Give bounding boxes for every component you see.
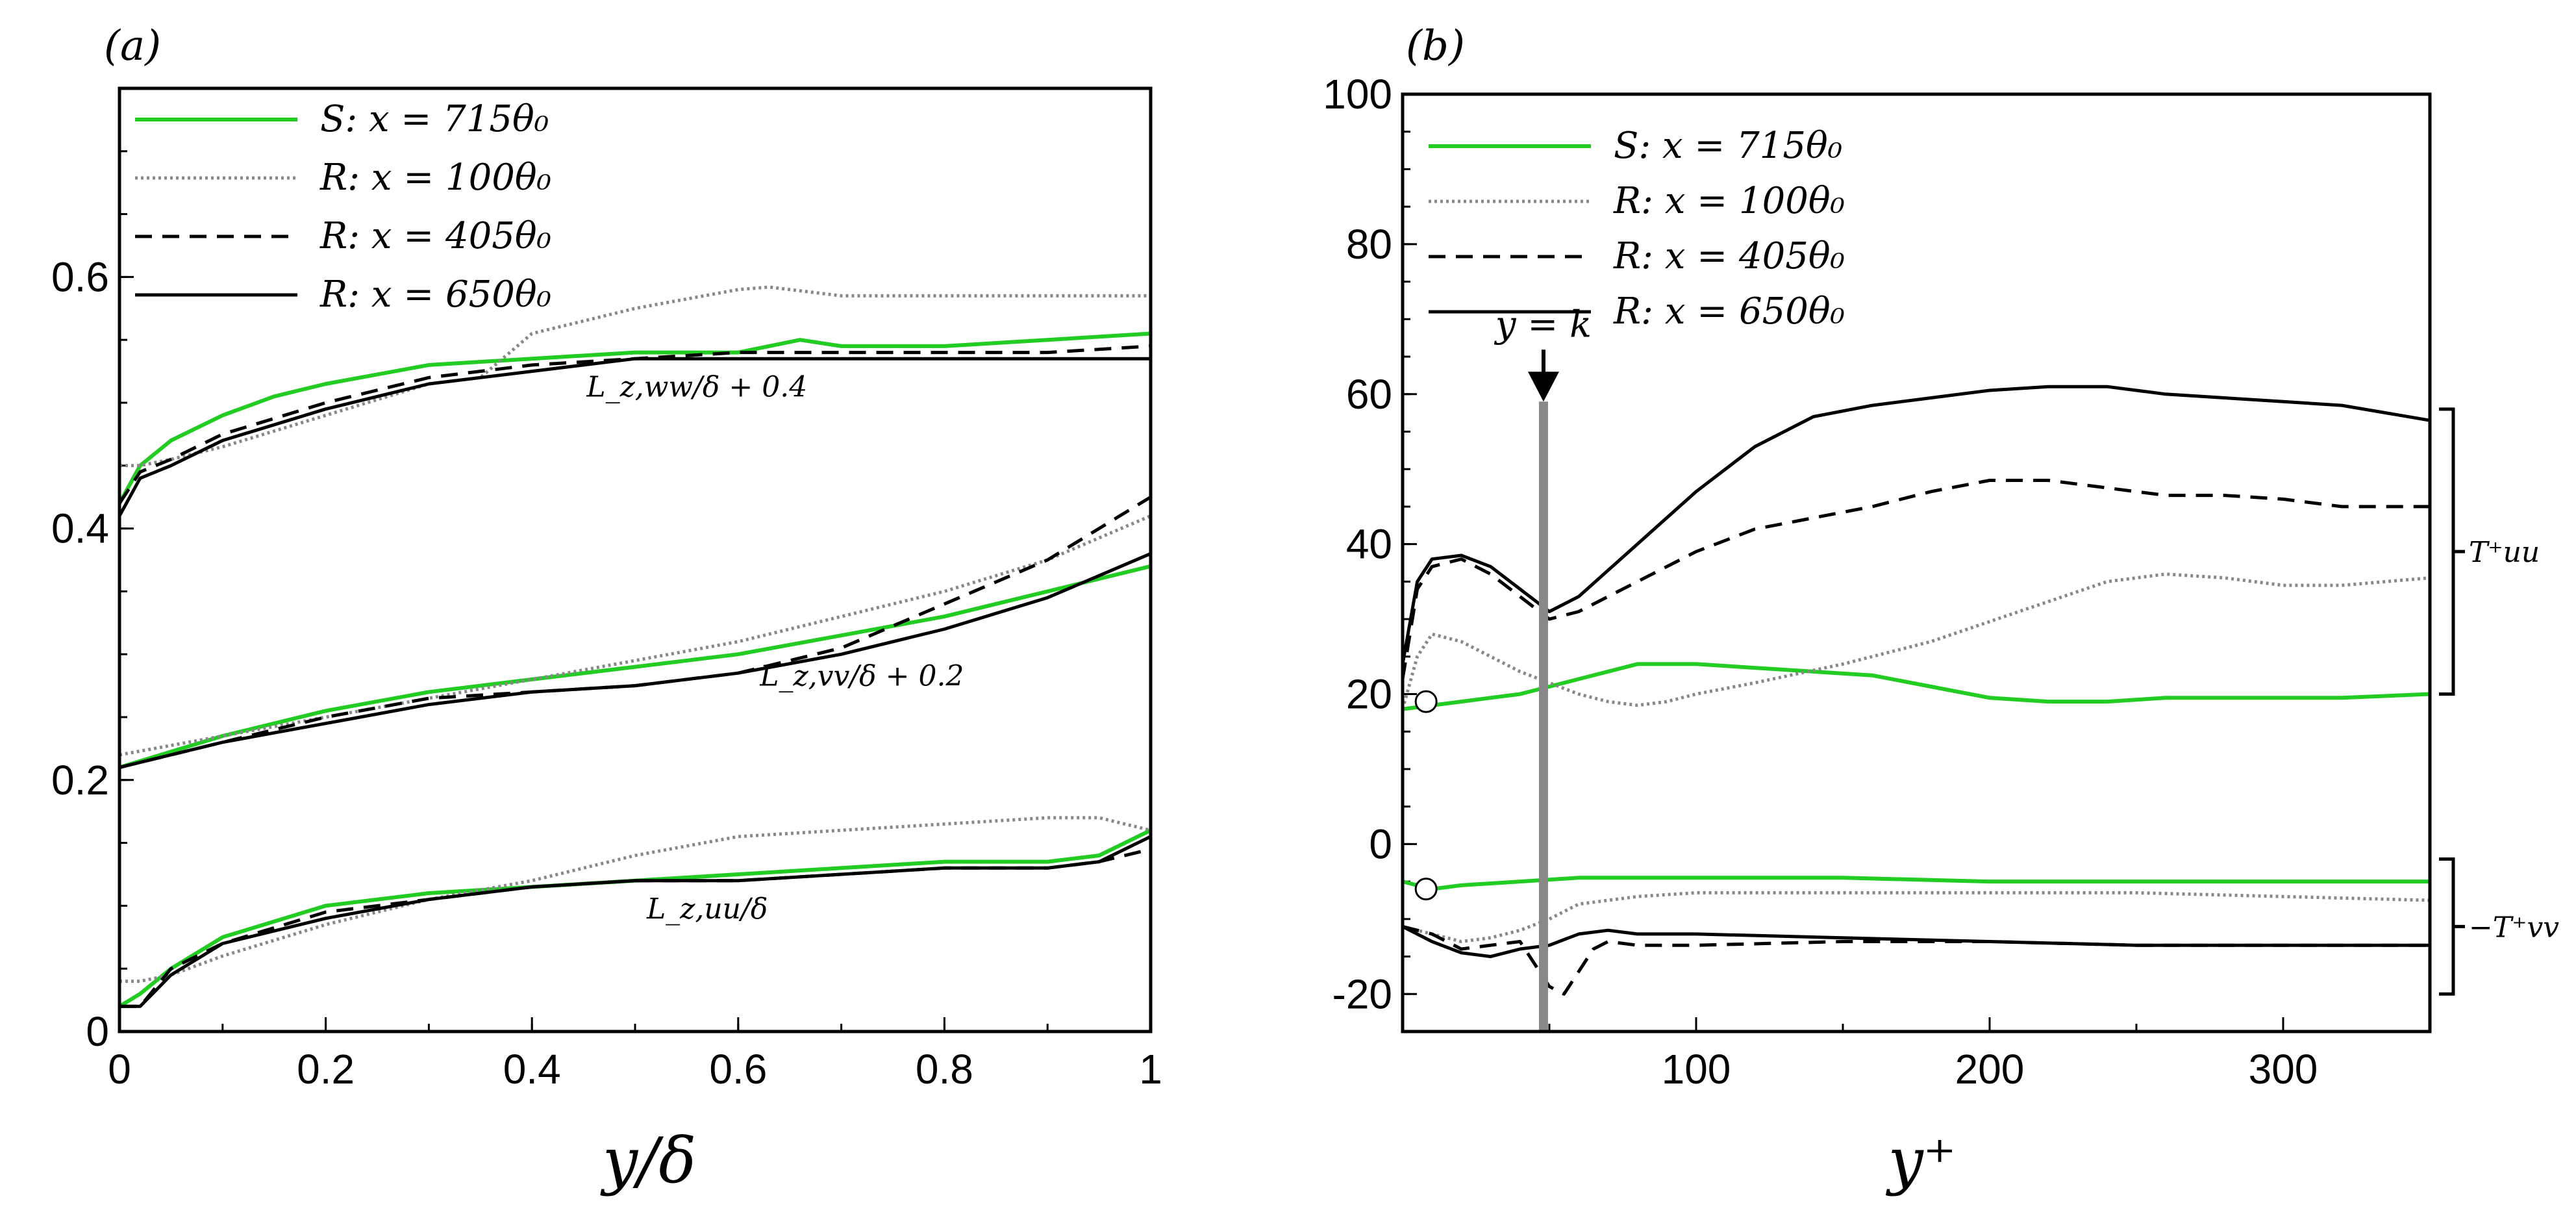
panel-a: (a) 0 0.2 0.4 0.6 0.8 1 0 0.2 0.4 0.6 L_z,ww/δ + … [51, 22, 1162, 1197]
y-tick-label: 100 [1323, 71, 1392, 118]
series-line-Tuu-R650 [1401, 385, 2431, 665]
x-tick-label: 0 [108, 1046, 131, 1093]
legend-label-R100: R: x = 100θ₀ [319, 157, 551, 199]
y-tick-label: -20 [1332, 970, 1393, 1017]
panel-b-series [1401, 385, 2431, 996]
panel-b: (b) 100 200 300 -20 0 20 40 60 80 100 y = k T⁺uu −T… [1323, 22, 2559, 1197]
series-line-Tuu-S [1402, 662, 2431, 711]
y-tick-label: 0.2 [51, 757, 109, 804]
series-line-ww-R650 [118, 357, 1151, 517]
series-line-ww-S [118, 331, 1151, 505]
series-line-uu-R650 [119, 835, 1152, 1008]
legend-label-S: S: x = 715θ₀ [320, 98, 549, 140]
y-tick-label: 0.6 [51, 253, 109, 300]
circle-marker [1414, 878, 1438, 901]
series-line-ww-R100 [119, 285, 1151, 468]
curve-annotation: L_z,uu/δ [646, 893, 768, 926]
legend-label-R100: R: x = 100θ₀ [1613, 180, 1845, 222]
bracket-label: −T⁺vv [2469, 911, 2559, 944]
x-tick-label: 0.2 [297, 1046, 355, 1093]
legend-label-R405: R: x = 405θ₀ [1613, 235, 1845, 277]
series-line-Tuu-R405 [1401, 479, 2430, 679]
y-tick-label: 0 [1369, 820, 1392, 867]
x-tick-label: 300 [2249, 1046, 2318, 1093]
legend-label-R650: R: x = 650θ₀ [319, 273, 551, 316]
bracket [2439, 407, 2455, 696]
series-line-Tvv-S [1402, 876, 2430, 891]
legend-label-R650: R: x = 650θ₀ [1613, 290, 1845, 333]
panel-a-legend: S: x = 715θ₀ R: x = 100θ₀ R: x = 405θ₀ R: x… [135, 98, 551, 316]
series-line-Tuu-R100 [1401, 572, 2431, 710]
series-line-vv-R100 [119, 514, 1151, 757]
series-line-vv-S [119, 564, 1151, 770]
panel-label-a: (a) [104, 22, 161, 70]
series-line-vv-R405 [119, 496, 1152, 769]
panel-b-ticks: 100 200 300 -20 0 20 40 60 80 100 [1323, 71, 2431, 1093]
y-tick-label: 60 [1346, 371, 1392, 418]
arrow-head [1527, 372, 1559, 402]
series-line-ww-R405 [118, 344, 1151, 505]
panel-a-annotations: L_z,ww/δ + 0.4 L_z,vv/δ + 0.2 L_z,uu/δ [586, 370, 964, 925]
series-line-Tvv-R100 [1402, 891, 2431, 943]
legend-label-S: S: x = 715θ₀ [1614, 125, 1842, 167]
series-line-Tvv-R405 [1402, 924, 2430, 996]
series-line-vv-R650 [119, 552, 1151, 769]
circle-marker [1414, 690, 1438, 713]
x-tick-label: 0.8 [916, 1046, 973, 1093]
x-tick-label: 0.6 [709, 1046, 767, 1093]
panel-a-ticks: 0 0.2 0.4 0.6 0.8 1 0 0.2 0.4 0.6 [51, 87, 1162, 1093]
bracket-label: T⁺uu [2469, 536, 2540, 569]
curve-annotation: L_z,vv/δ + 0.2 [759, 660, 964, 693]
y-tick-label: 0 [86, 1008, 109, 1055]
x-tick-label: 1 [1139, 1046, 1162, 1093]
series-line-uu-S [118, 828, 1152, 1008]
series-line-uu-R405 [119, 847, 1151, 1008]
x-tick-label: 100 [1662, 1046, 1731, 1093]
panel-a-frame [118, 86, 1153, 1033]
panel-a-xlabel: y/δ [600, 1124, 696, 1197]
panel-a-series [118, 285, 1152, 1008]
panel-b-xlabel: y⁺ [1886, 1124, 1957, 1197]
y-tick-label: 0.4 [51, 505, 109, 552]
x-tick-label: 0.4 [503, 1046, 561, 1093]
x-tick-label: 200 [1955, 1046, 2025, 1093]
series-line-uu-R100 [119, 816, 1151, 983]
y-tick-label: 20 [1346, 671, 1392, 718]
panel-label-b: (b) [1406, 22, 1465, 70]
vline-label: y = k [1494, 303, 1592, 346]
y-tick-label: 40 [1346, 521, 1392, 568]
y-tick-label: 80 [1346, 221, 1392, 268]
curve-annotation: L_z,ww/δ + 0.4 [586, 370, 807, 403]
series-line-Tvv-R650 [1401, 925, 2430, 959]
panel-b-legend: S: x = 715θ₀ R: x = 100θ₀ R: x = 405θ₀ R: x… [1429, 125, 1845, 333]
legend-label-R405: R: x = 405θ₀ [319, 215, 551, 257]
panel-b-frame [1401, 92, 2432, 1033]
bracket [2439, 857, 2455, 996]
